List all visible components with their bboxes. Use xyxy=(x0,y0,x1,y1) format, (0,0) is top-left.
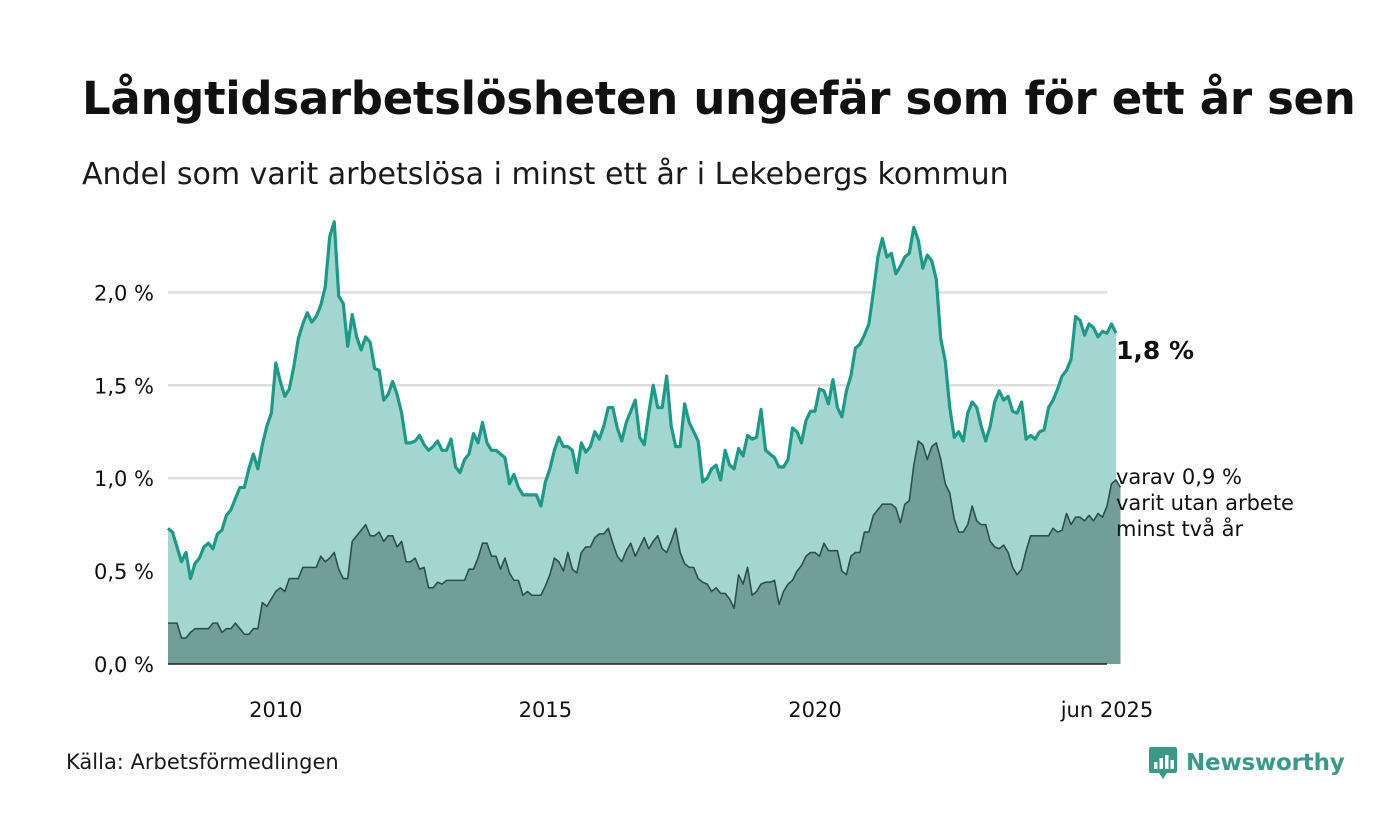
label-layer: 0,0 % 0,5 % 1,0 % 1,5 % 2,0 % 2010 2015 2020 jun… xyxy=(94,281,1294,722)
brand-logo[interactable]: Newsworthy xyxy=(1148,744,1345,782)
x-tick-label: 2020 xyxy=(788,698,841,722)
area-layer xyxy=(166,220,1122,664)
series-2-end-label-line: varit utan arbete xyxy=(1116,491,1294,515)
series-2-line xyxy=(168,440,1122,639)
y-tick-label: 0,5 % xyxy=(94,560,154,584)
series-1-end-label: 1,8 % xyxy=(1116,336,1194,365)
series-2-end-label-line: minst två år xyxy=(1116,516,1244,541)
source-note: Källa: Arbetsförmedlingen xyxy=(66,750,339,774)
chart-subtitle: Andel som varit arbetslösa i minst ett å… xyxy=(82,157,1009,192)
series-2-area xyxy=(168,441,1121,664)
chart-title: Långtidsarbetslösheten ungefär som för e… xyxy=(82,72,1356,125)
y-tick-label: 2,0 % xyxy=(94,281,154,305)
y-tick-label: 1,0 % xyxy=(94,467,154,491)
newsworthy-logo-icon xyxy=(1149,747,1177,779)
brand-name: Newsworthy xyxy=(1186,750,1345,776)
y-tick-label: 0,0 % xyxy=(94,653,154,677)
x-tick-label: 2015 xyxy=(519,698,572,722)
x-tick-label: 2010 xyxy=(249,698,302,722)
series-2-end-label-line: varav 0,9 % xyxy=(1116,465,1242,489)
series-1-line xyxy=(166,220,1118,581)
y-tick-label: 1,5 % xyxy=(94,374,154,398)
x-tick-label: jun 2025 xyxy=(1060,698,1154,722)
